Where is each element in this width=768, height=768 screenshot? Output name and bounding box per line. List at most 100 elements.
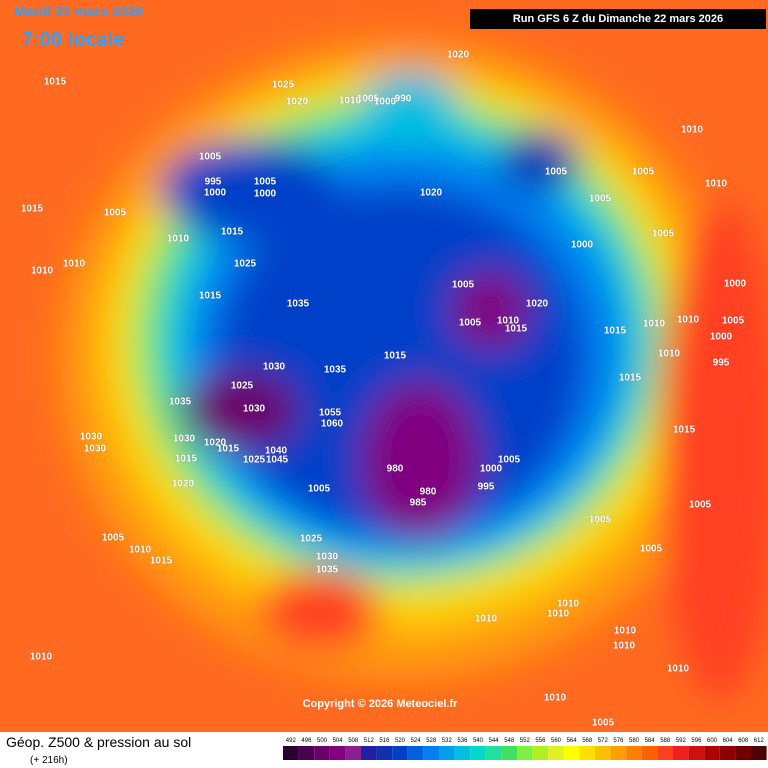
colorbar-swatch [563,746,580,760]
colorbar-swatch [673,746,689,760]
colorbar-swatch [298,746,315,760]
isobar-label: 995 [713,358,730,369]
colorbar-label: 516 [379,738,390,744]
colorbar-label: 532 [442,738,453,744]
isobar-label: 1030 [173,434,196,445]
isobar-label: 1010 [643,319,666,330]
colorbar-swatch [501,746,517,760]
isobar-label: 1060 [321,419,344,430]
isobar-label: 1020 [526,299,549,310]
isobar-label: 1010 [63,259,86,270]
colorbar-label: 552 [520,738,531,744]
colorbar-label: 568 [582,738,593,744]
isobar-label: 1000 [374,97,397,108]
colorbar-swatch [641,746,658,760]
colorbar-label: 556 [535,738,546,744]
isobar-label: 1030 [84,444,107,455]
isobar-label: 1030 [80,432,103,443]
time-title: 7:00 locale [22,29,124,51]
colorbar-swatch [595,746,611,760]
isobar-label: 1005 [545,167,568,178]
isobar-label: 1010 [613,641,636,652]
colorbar-label: 612 [754,738,765,744]
isobar-label: 1020 [447,50,470,61]
colorbar-swatch [423,746,439,760]
colorbar-swatch [470,746,486,760]
run-info: Run GFS 6 Z du Dimanche 22 mars 2026 [513,13,723,25]
isobar-label: 1015 [604,326,627,337]
colorbar-label: 496 [301,738,312,744]
isobar-label: 1025 [231,381,254,392]
isobar-label: 990 [395,94,412,105]
isobar-label: 1020 [286,97,309,108]
isobar-label: 1000 [254,189,277,200]
lead-time: (+ 216h) [30,755,68,766]
isobar-label: 1015 [21,204,44,215]
isobar-label: 1035 [169,397,192,408]
isobar-label: 1015 [175,454,198,465]
isobar-label: 1005 [102,533,125,544]
colorbar-label: 560 [551,738,562,744]
isobar-label: 1025 [300,534,323,545]
isobar-label: 1055 [319,408,342,419]
colorbar-swatch [485,746,502,760]
isobar-label: 1010 [658,349,681,360]
isobar-label: 1025 [272,80,295,91]
isobar-label: 1005 [589,194,612,205]
isobar-label: 1010 [497,316,520,327]
isobar-label: 1015 [150,556,173,567]
colorbar-label: 600 [707,738,718,744]
isobar-label: 1010 [167,234,190,245]
colorbar-swatch [657,746,673,760]
date-title: Mardi 31 mars 2026 [14,3,143,19]
colorbar-swatch [329,746,346,760]
isobar-label: 1035 [324,365,347,376]
colorbar-label: 520 [395,738,406,744]
isobar-label: 980 [420,487,437,498]
isobar-label: 995 [205,177,222,188]
colorbar-label: 608 [738,738,749,744]
isobar-label: 1020 [420,188,443,199]
colorbar-swatch [532,746,549,760]
isobar-label: 1015 [505,324,528,335]
colorbar-label: 528 [426,738,437,744]
colorbar-label: 504 [333,738,344,744]
colorbar-swatch [751,746,767,760]
isobar-label: 1015 [217,444,240,455]
colorbar-swatch [407,746,424,760]
colorbar-label: 548 [504,738,515,744]
isobar-label: 1015 [673,425,696,436]
isobar-label: 1005 [498,455,521,466]
isobar-label: 1005 [308,484,331,495]
isobar-label: 1005 [199,152,222,163]
colorbar-swatch [454,746,471,760]
colorbar-label: 592 [676,738,687,744]
footer-title: Géop. Z500 & pression au sol [6,734,191,750]
colorbar-swatch [548,746,564,760]
isobar-label: 1010 [339,96,362,107]
colorbar-label: 604 [723,738,734,744]
isobar-label: 1010 [557,599,580,610]
isobar-label: 1015 [199,291,222,302]
isobar-label: 1005 [722,316,745,327]
isobar-label: 1005 [357,94,380,105]
isobar-label: 1010 [614,626,637,637]
colorbar-label: 524 [411,738,422,744]
colorbar-label: 500 [317,738,328,744]
colorbar-swatch [283,746,299,760]
isobar-label: 1045 [266,455,289,466]
colorbar-label: 584 [645,738,656,744]
colorbar-swatch [439,746,455,760]
isobar-label: 1005 [254,177,277,188]
isobar-label: 1015 [384,351,407,362]
isobar-label: 1010 [667,664,690,675]
isobar-label: 1010 [681,125,704,136]
isobar-label: 1000 [571,240,594,251]
colorbar-label: 536 [457,738,468,744]
colorbar-swatch [735,746,751,760]
isobar-label: 1020 [172,479,195,490]
colorbar-label: 540 [473,738,484,744]
isobar-label: 1005 [632,167,655,178]
colorbar-swatch [626,746,642,760]
colorbar-label: 588 [660,738,671,744]
